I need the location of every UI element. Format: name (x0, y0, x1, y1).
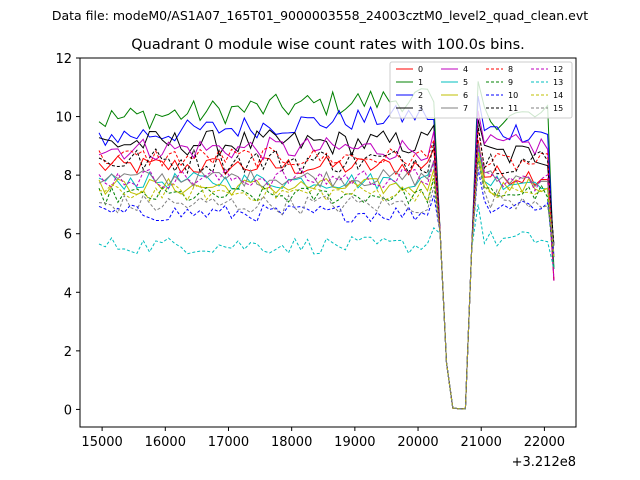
y-tick-label: 2 (64, 345, 72, 360)
legend-label-9: 9 (508, 78, 513, 87)
x-tick-label: 20000 (397, 435, 438, 450)
series-line-15 (98, 163, 555, 410)
series-line-10 (98, 169, 555, 410)
legend-box (389, 61, 573, 119)
y-tick-label: 6 (64, 228, 72, 243)
series-line-9 (98, 157, 555, 410)
series-line-3 (98, 119, 555, 410)
legend-label-11: 11 (508, 104, 518, 113)
legend-label-1: 1 (418, 78, 423, 87)
x-tick-label: 19000 (334, 435, 375, 450)
x-tick-label: 18000 (271, 435, 312, 450)
legend-label-12: 12 (553, 65, 563, 74)
y-tick-label: 8 (64, 169, 72, 184)
legend-label-0: 0 (418, 65, 423, 74)
x-offset-label: +3.212e8 (512, 455, 576, 470)
y-tick-label: 10 (55, 111, 72, 126)
legend-label-10: 10 (508, 91, 518, 100)
series-line-12 (98, 145, 555, 410)
legend-label-3: 3 (418, 104, 423, 113)
legend-label-13: 13 (553, 78, 563, 87)
x-tick-label: 22000 (524, 435, 565, 450)
series-line-1 (98, 81, 555, 410)
chart-title: Quadrant 0 module wise count rates with … (131, 37, 525, 53)
legend-label-8: 8 (508, 65, 513, 74)
series-line-14 (98, 157, 555, 410)
series-line-8 (98, 128, 555, 410)
axes-frame (79, 57, 577, 428)
series-line-13 (98, 204, 555, 410)
series-line-5 (98, 145, 555, 410)
legend-label-7: 7 (463, 104, 468, 113)
series-line-7 (98, 142, 555, 410)
x-tick-label: 16000 (145, 435, 186, 450)
x-axis: 15000 16000 17000 18000 19000 20000 21000 22000 (81, 427, 565, 450)
legend-label-5: 5 (463, 78, 468, 87)
y-tick-label: 0 (64, 403, 72, 418)
y-axis: 0 2 4 6 8 10 12 (55, 52, 80, 418)
legend-label-2: 2 (418, 91, 423, 100)
y-tick-label: 12 (55, 52, 72, 67)
y-tick-label: 4 (64, 286, 72, 301)
series-line-2 (98, 96, 555, 410)
figure-suptitle: Data file: modeM0/AS1A07_165T01_90000035… (52, 8, 588, 23)
series-layer (98, 81, 555, 410)
series-line-6 (98, 151, 555, 410)
plot-area (79, 57, 577, 428)
legend-label-14: 14 (553, 91, 563, 100)
series-line-0 (98, 139, 555, 410)
x-tick-label: 21000 (461, 435, 502, 450)
series-line-11 (98, 125, 555, 410)
legend-label-15: 15 (553, 104, 563, 113)
legend-label-4: 4 (463, 65, 468, 74)
x-tick-label: 15000 (81, 435, 122, 450)
x-tick-label: 17000 (208, 435, 249, 450)
legend-label-6: 6 (463, 91, 468, 100)
